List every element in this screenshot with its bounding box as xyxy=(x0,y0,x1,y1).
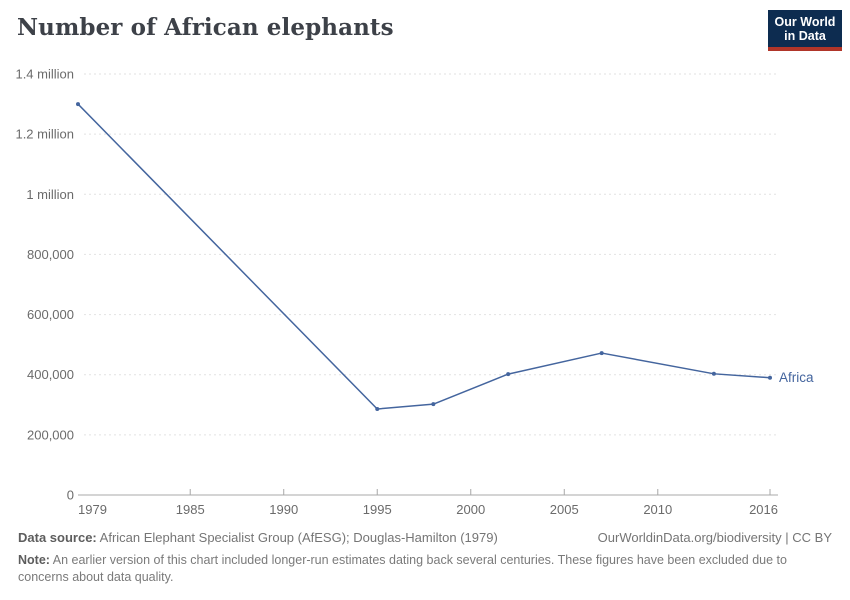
x-tick-label: 1979 xyxy=(78,502,107,517)
note-label: Note: xyxy=(18,553,50,567)
data-source: Data source: African Elephant Specialist… xyxy=(18,529,498,546)
data-point xyxy=(431,402,436,407)
data-point xyxy=(506,372,511,377)
y-tick-label: 600,000 xyxy=(27,307,74,322)
chart-canvas: 0 200,000 400,000 600,000 800,000 1 million 1.… xyxy=(15,67,814,518)
x-tick-label: 2010 xyxy=(643,502,672,517)
footer: Data source: African Elephant Specialist… xyxy=(18,529,832,586)
x-tick-label: 2005 xyxy=(550,502,579,517)
x-tick-label: 1990 xyxy=(269,502,298,517)
y-tick-label: 1.4 million xyxy=(15,67,74,82)
owid-logo: Our World in Data xyxy=(768,10,842,51)
data-source-text: African Elephant Specialist Group (AfESG… xyxy=(99,530,498,545)
y-tick-label: 0 xyxy=(67,488,74,503)
data-point xyxy=(76,102,80,107)
y-tick-label: 200,000 xyxy=(27,427,74,442)
series-label-africa[interactable]: Africa xyxy=(779,370,814,385)
x-tick-label: 2016 xyxy=(749,502,778,517)
owid-logo-text-line1: Our World xyxy=(774,15,836,29)
data-point xyxy=(711,371,716,376)
note-text: An earlier version of this chart include… xyxy=(18,553,787,584)
x-tick-label: 2000 xyxy=(456,502,485,517)
y-tick-label: 400,000 xyxy=(27,367,74,382)
page-title: Number of African elephants xyxy=(17,14,394,41)
y-tick-label: 1.2 million xyxy=(15,127,74,142)
chart-note: Note: An earlier version of this chart i… xyxy=(18,552,810,586)
data-point xyxy=(768,375,772,380)
series-line-africa xyxy=(77,103,771,410)
owid-logo-text-line2: in Data xyxy=(784,29,826,43)
y-tick-label: 1 million xyxy=(26,187,74,202)
y-tick-label: 800,000 xyxy=(27,247,74,262)
data-point xyxy=(375,406,380,411)
license-link[interactable]: OurWorldinData.org/biodiversity | CC BY xyxy=(597,530,832,545)
data-source-label: Data source: xyxy=(18,530,97,545)
x-tick-label: 1985 xyxy=(176,502,205,517)
data-point xyxy=(599,351,604,356)
x-tick-label: 1995 xyxy=(363,502,392,517)
